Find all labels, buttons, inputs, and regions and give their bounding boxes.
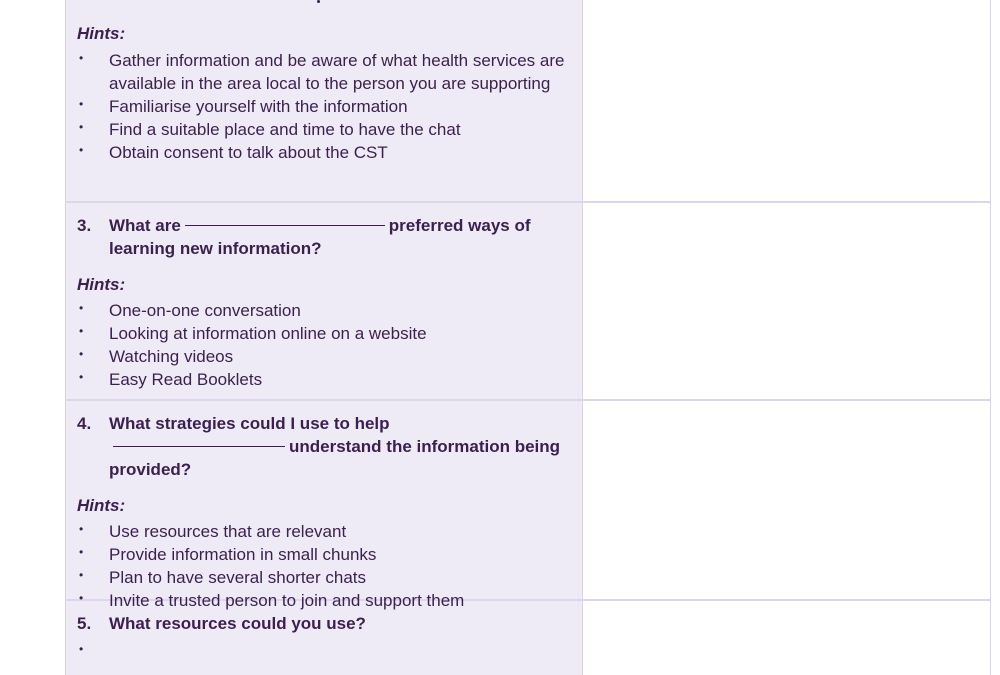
hints-label: Hints: [77, 275, 126, 294]
question-number: 4. [77, 414, 92, 433]
row-divider [65, 201, 991, 203]
section: 5. What resources could you use? [77, 612, 567, 663]
hint-list: Use resources that are relevantProvide i… [77, 518, 567, 612]
hint-list [77, 638, 567, 663]
section: 3. What are preferred ways of learning ne… [77, 214, 567, 391]
question: 5. What resources could you use? [77, 612, 567, 635]
hint-item: Easy Read Booklets [77, 366, 565, 391]
table-border [990, 0, 991, 675]
hint-list: Gather information and be aware of what … [77, 47, 567, 164]
section: 4. What strategies could I use to help un… [77, 412, 567, 612]
hint-item: Invite a trusted person to join and supp… [77, 587, 565, 612]
empty-bullet [77, 638, 565, 663]
blank [184, 224, 385, 226]
question-text: What are [109, 216, 181, 235]
row-divider [65, 399, 991, 401]
question-text: understand the information being provide… [109, 437, 561, 479]
question-text: What strategies could I use to help [109, 414, 390, 433]
cut-off-mark [317, 0, 320, 3]
table-border [65, 0, 66, 675]
column-divider [582, 0, 583, 675]
hints-label: Hints: [77, 496, 126, 515]
hint-item: Familiarise yourself with the informatio… [77, 93, 565, 118]
hint-item: Provide information in small chunks [77, 541, 565, 566]
hint-item: Find a suitable place and time to have t… [77, 116, 565, 141]
hint-item: Looking at information online on a websi… [77, 320, 565, 345]
hint-item: One-on-one conversation [77, 297, 565, 322]
hint-item: Use resources that are relevant [77, 518, 565, 543]
question-number: 3. [77, 216, 92, 235]
hint-item: Gather information and be aware of what … [77, 47, 565, 95]
hints-label: Hints: [77, 24, 126, 43]
hint-item: Obtain consent to talk about the CST [77, 139, 565, 164]
section: Hints: Gather information and be aware o… [77, 22, 567, 164]
question-text: What resources could you use? [109, 614, 366, 633]
question: 3. What are preferred ways of learning ne… [77, 214, 565, 260]
question-text: preferred ways of learning new informati… [109, 216, 531, 258]
question: 4. What strategies could I use to help un… [77, 412, 567, 481]
hint-item: Watching videos [77, 343, 565, 368]
blank [113, 445, 285, 447]
hint-list: One-on-one conversationLooking at inform… [77, 297, 567, 391]
question-number: 5. [77, 614, 92, 633]
hint-item: Plan to have several shorter chats [77, 564, 565, 589]
